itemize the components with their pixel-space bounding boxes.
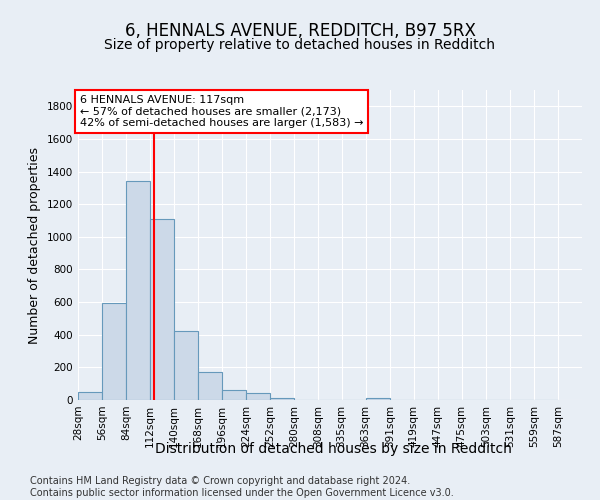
Bar [366,398,389,400]
Bar [247,394,270,400]
Text: 6, HENNALS AVENUE, REDDITCH, B97 5RX: 6, HENNALS AVENUE, REDDITCH, B97 5RX [125,22,475,40]
Bar [126,182,150,400]
Bar [78,392,102,400]
Text: 6 HENNALS AVENUE: 117sqm
← 57% of detached houses are smaller (2,173)
42% of sem: 6 HENNALS AVENUE: 117sqm ← 57% of detach… [80,95,363,128]
Y-axis label: Number of detached properties: Number of detached properties [28,146,41,344]
Bar [223,390,246,400]
Bar [174,330,198,400]
Text: Distribution of detached houses by size in Redditch: Distribution of detached houses by size … [155,442,511,456]
Text: Contains HM Land Registry data © Crown copyright and database right 2024.
Contai: Contains HM Land Registry data © Crown c… [30,476,454,498]
Bar [150,219,174,400]
Bar [199,372,222,400]
Bar [102,303,126,400]
Text: Size of property relative to detached houses in Redditch: Size of property relative to detached ho… [104,38,496,52]
Bar [271,398,294,400]
